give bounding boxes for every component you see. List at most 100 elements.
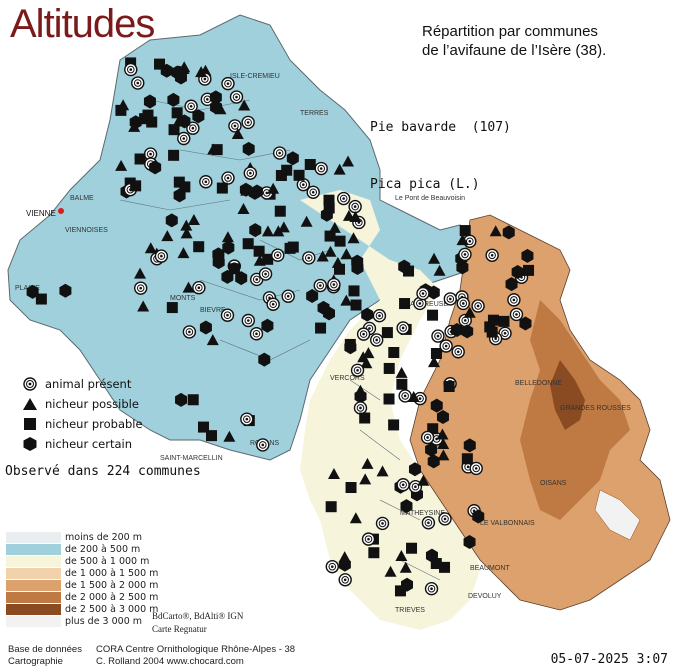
observation-possible-symbol	[277, 221, 290, 233]
observation-probable-symbol	[350, 299, 362, 311]
observation-present-symbol	[356, 327, 371, 341]
observation-present-symbol	[372, 308, 387, 323]
observation-certain-symbol	[212, 255, 225, 270]
observation-certain-symbol	[450, 322, 463, 337]
heading-line-2: de l’avifaune de l’Isère (38).	[422, 42, 607, 59]
observation-present-symbol	[258, 267, 273, 281]
observation-present-symbol	[375, 516, 390, 531]
place-name: ISLE-CREMIEU	[230, 73, 280, 80]
ign-credit-line-2: Carte Regnatur	[152, 624, 207, 634]
observation-certain-symbol	[209, 90, 222, 105]
legend-possible-label: nicheur possible	[45, 397, 139, 411]
observation-probable-symbol	[242, 238, 254, 250]
observation-possible-symbol	[180, 219, 193, 231]
altitude-legend-row: de 2 500 à 3 000 m	[6, 603, 158, 615]
place-name: BIEVRE	[200, 307, 226, 314]
triangle-icon	[23, 398, 37, 410]
altitude-legend-row: moins de 200 m	[6, 531, 158, 543]
place-name: SAINT-MARCELLIN	[160, 455, 223, 462]
observation-probable-symbol	[134, 153, 146, 165]
observation-probable-symbol	[324, 230, 336, 242]
observation-possible-symbol	[384, 565, 397, 577]
observation-possible-symbol	[180, 227, 193, 239]
observation-possible-symbol	[436, 428, 449, 440]
observation-certain-symbol	[463, 438, 476, 453]
observation-present-symbol	[438, 512, 452, 526]
observation-possible-symbol	[342, 155, 355, 167]
observation-certain-symbol	[242, 141, 255, 156]
observation-probable-symbol	[274, 205, 286, 217]
legend-probable: nicheur probable	[20, 414, 143, 434]
observation-certain-symbol	[167, 92, 180, 107]
observation-certain-symbol	[401, 577, 414, 592]
observation-probable-symbol	[430, 347, 442, 359]
place-name: TRIEVES	[395, 607, 425, 614]
altitude-swatch	[6, 567, 61, 579]
observation-probable-symbol	[171, 107, 183, 119]
observation-present-symbol	[243, 166, 258, 180]
observation-possible-symbol	[316, 250, 329, 262]
footer-data-label: Base de données	[8, 644, 82, 655]
observation-probable-symbol	[325, 501, 337, 513]
observation-probable-symbol	[228, 263, 240, 275]
observation-certain-symbol	[351, 261, 364, 276]
observation-certain-symbol	[427, 454, 440, 469]
observation-possible-symbol	[328, 221, 341, 233]
observation-present-symbol	[498, 326, 512, 341]
observation-probable-symbol	[383, 393, 395, 405]
observation-probable-symbol	[430, 558, 442, 570]
observation-present-symbol	[154, 249, 169, 263]
observation-possible-symbol	[182, 281, 195, 293]
observation-probable-symbol	[345, 482, 357, 494]
observation-present-symbol	[396, 321, 410, 335]
ign-credit-line-1: BdCarto®, BdAlti® IGN	[152, 611, 244, 621]
observation-present-symbol	[336, 191, 351, 206]
observation-probable-symbol	[323, 202, 335, 214]
observation-present-symbol	[325, 559, 339, 574]
observation-present-symbol	[431, 329, 445, 343]
place-name: OISANS	[540, 480, 567, 487]
observation-present-symbol	[361, 532, 376, 546]
observation-certain-symbol	[192, 109, 205, 124]
observation-certain-symbol	[306, 288, 319, 303]
observation-present-symbol	[327, 277, 341, 292]
observation-probable-symbol	[396, 378, 408, 390]
observation-possible-symbol	[427, 356, 440, 368]
observation-probable-symbol	[439, 561, 451, 573]
observation-possible-symbol	[206, 334, 219, 346]
observation-certain-symbol	[317, 300, 330, 315]
species-block: Pie bavarde (107) Pica pica (L.)	[370, 80, 511, 213]
heading-line-1: Répartition par communes	[422, 23, 598, 40]
observation-present-symbol	[256, 438, 270, 452]
observation-possible-symbol	[417, 474, 430, 486]
observation-probable-symbol	[166, 302, 178, 314]
observation-certain-symbol	[210, 100, 223, 115]
observation-present-symbol	[338, 573, 352, 587]
observation-certain-symbol	[258, 352, 271, 367]
observation-certain-symbol	[472, 509, 485, 524]
observation-possible-symbol	[237, 203, 250, 215]
place-name: Le Pont de Beauvoisin	[395, 195, 465, 202]
observation-present-symbol	[420, 430, 435, 445]
legend-certain: nicheur certain	[20, 434, 143, 454]
observation-certain-symbol	[175, 392, 188, 407]
observation-present-symbol	[313, 278, 327, 293]
observation-probable-symbol	[168, 124, 180, 136]
observation-present-symbol	[131, 76, 145, 90]
observation-probable-symbol	[216, 182, 228, 194]
observation-present-symbol	[451, 345, 465, 359]
observation-probable-symbol	[293, 169, 305, 181]
observation-probable-symbol	[368, 547, 380, 559]
altitude-legend-row: de 1 000 à 1 500 m	[6, 567, 158, 579]
observation-present-symbol	[485, 248, 499, 262]
observation-certain-symbol	[505, 277, 518, 292]
square-icon	[24, 418, 36, 430]
observation-certain-symbol	[463, 534, 476, 549]
footer-carto-value: C. Rolland 2004 www.chocard.com	[96, 656, 244, 667]
observation-certain-symbol	[344, 340, 357, 355]
altitude-label: de 2 000 à 2 500 m	[65, 591, 159, 603]
observation-probable-symbol	[146, 116, 158, 128]
observation-certain-symbol	[235, 271, 248, 286]
observation-possible-symbol	[134, 267, 147, 279]
observation-possible-symbol	[161, 230, 174, 242]
